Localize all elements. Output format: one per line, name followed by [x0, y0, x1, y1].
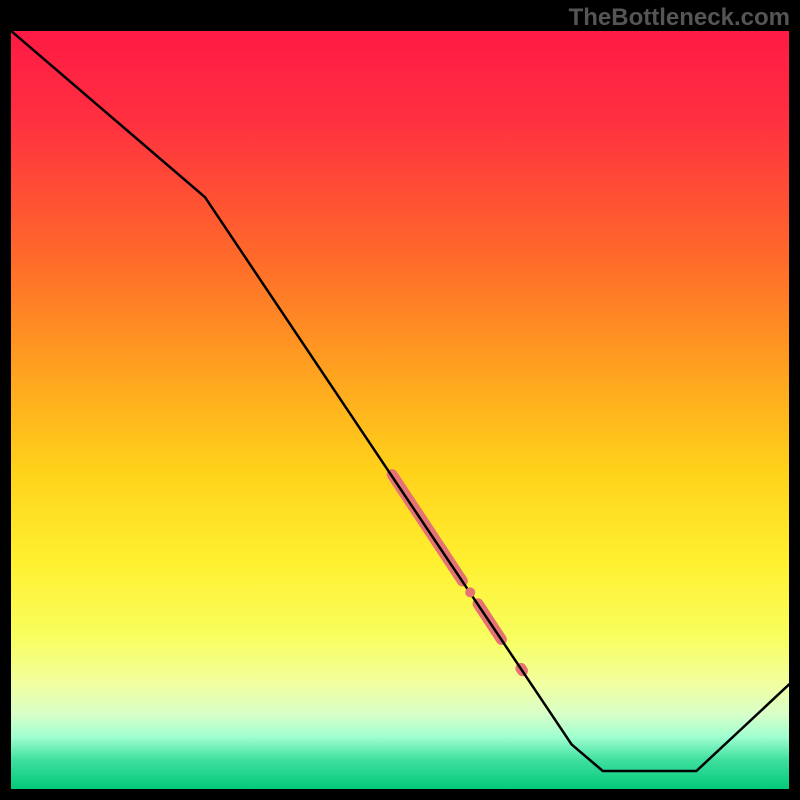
marker-dot — [465, 587, 475, 597]
chart-container: TheBottleneck.com — [0, 0, 800, 800]
attribution-text: TheBottleneck.com — [569, 4, 790, 32]
chart-svg — [10, 30, 790, 790]
plot-area — [10, 30, 790, 790]
plot-background — [10, 30, 790, 790]
